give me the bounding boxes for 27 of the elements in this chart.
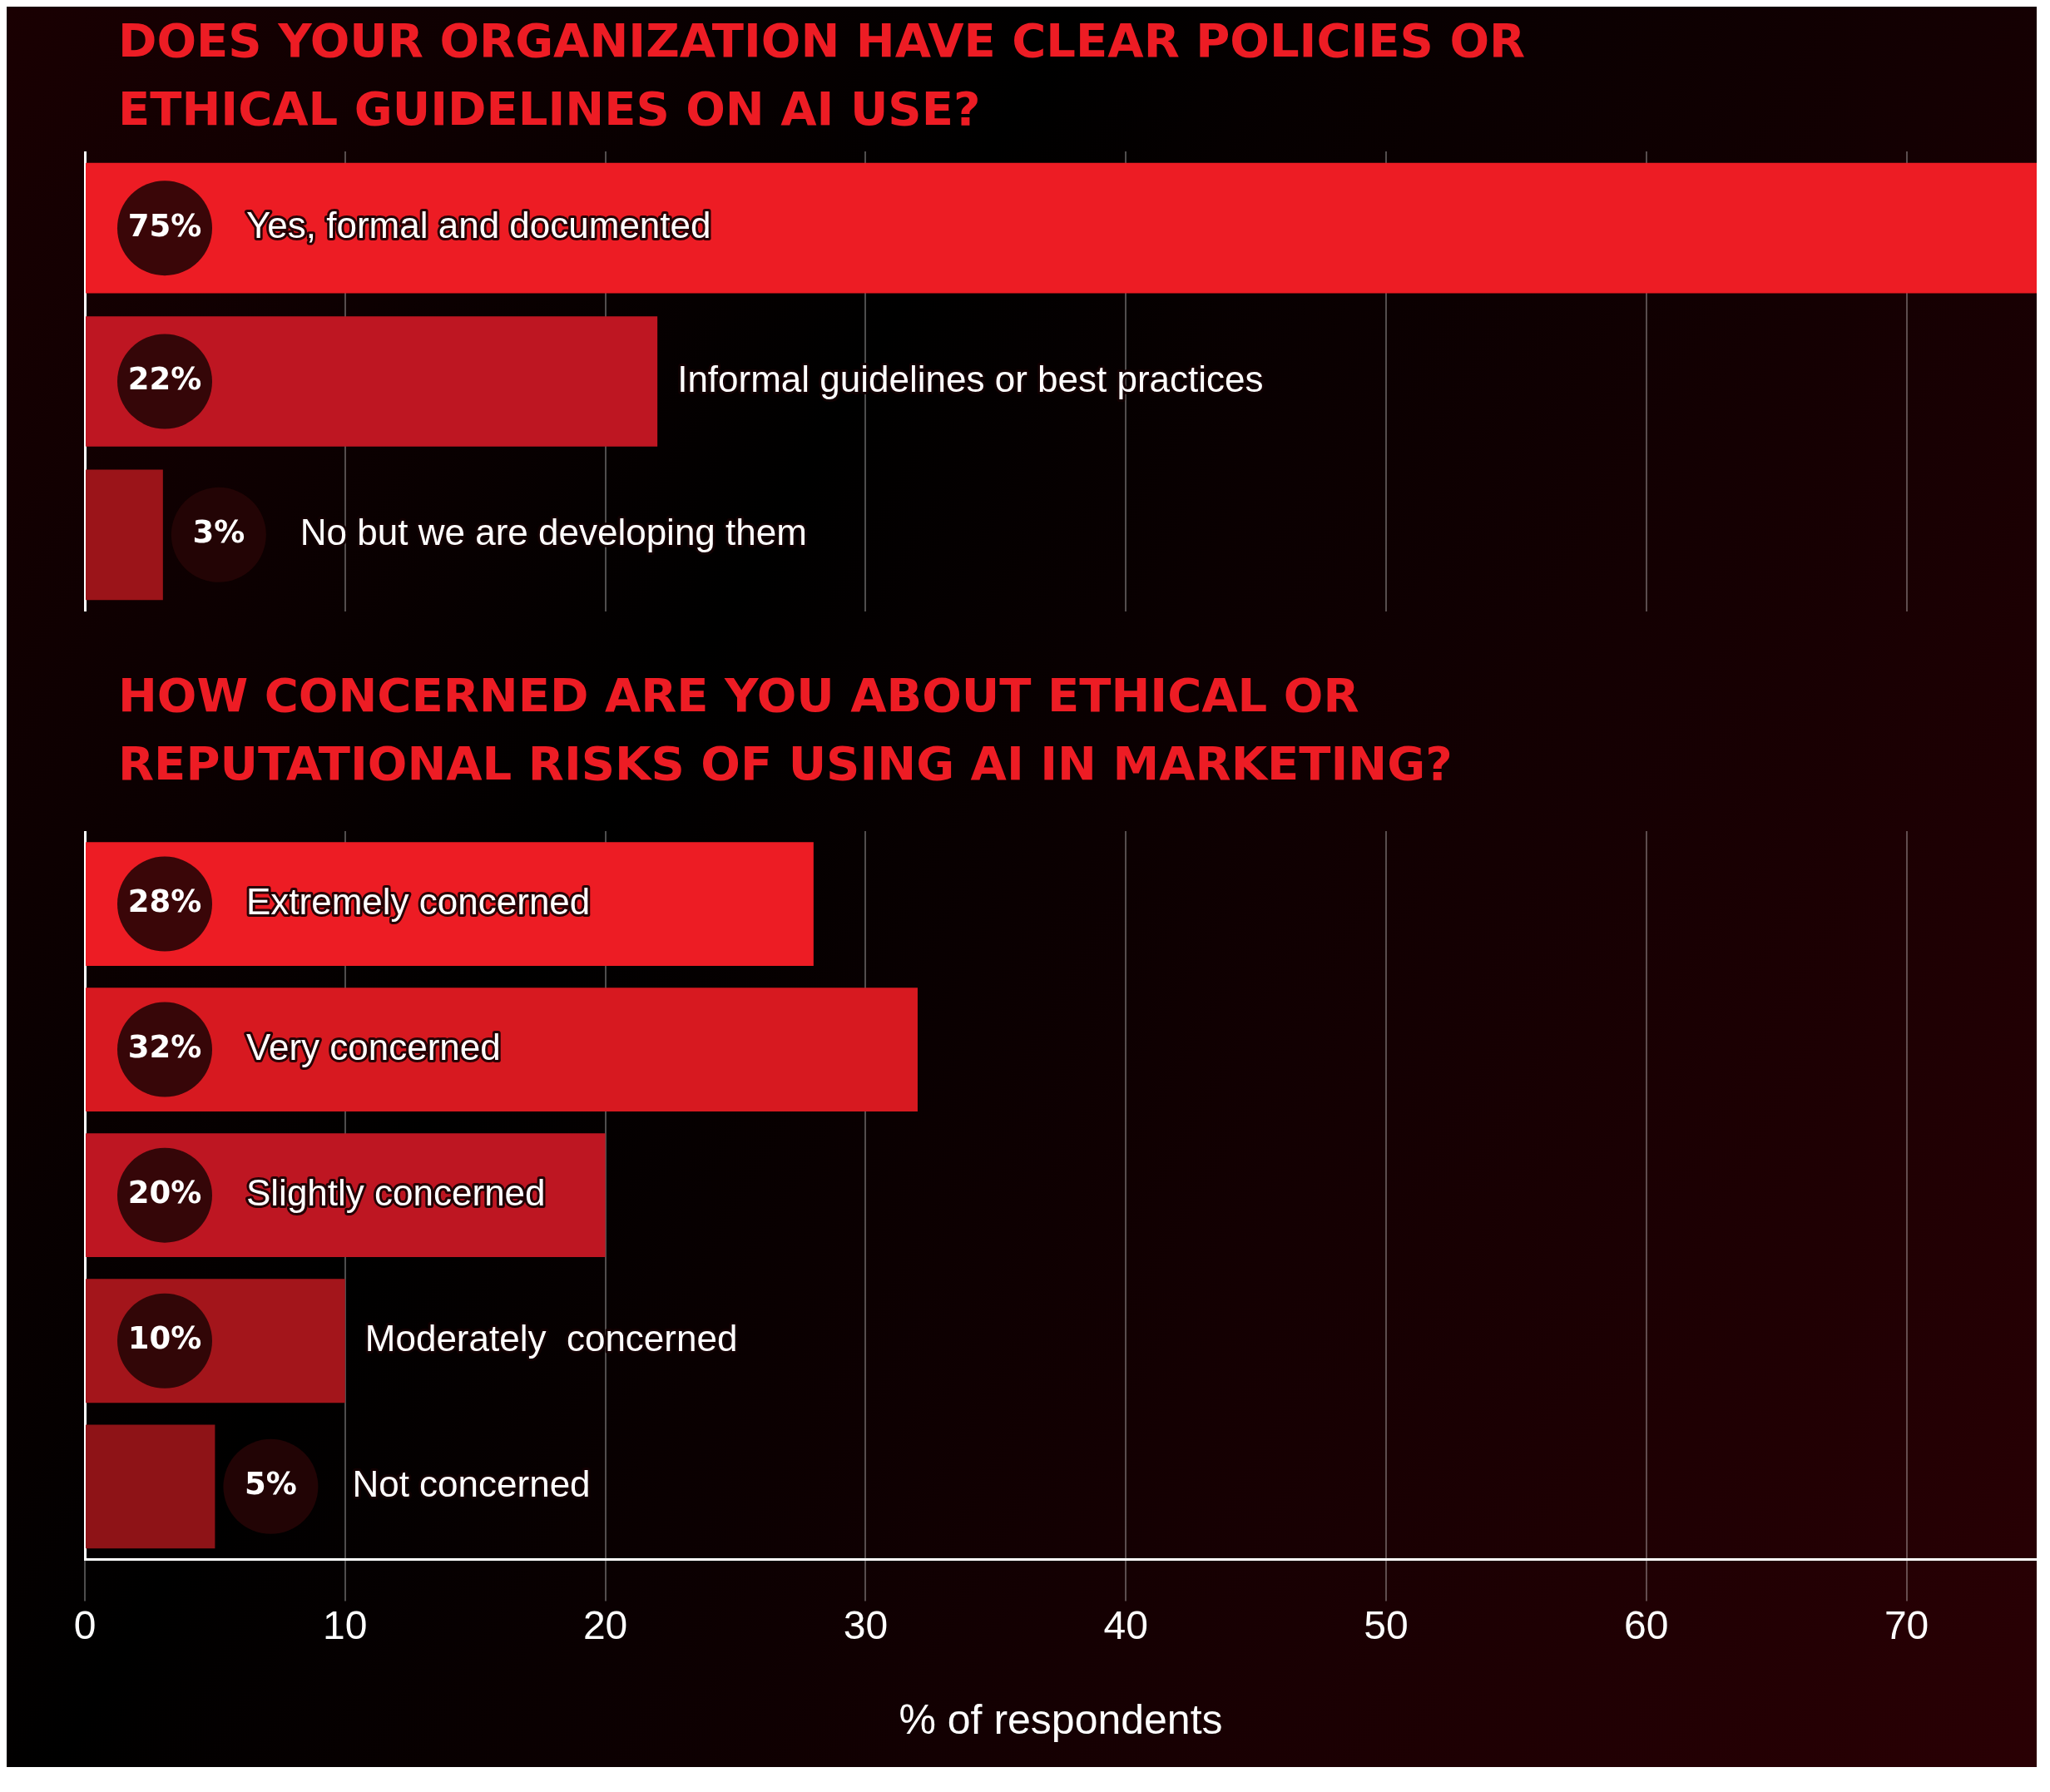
- data-label: 28%: [127, 884, 202, 920]
- y-tick-label: Extremely concerned: [246, 880, 591, 922]
- data-label: 3%: [192, 514, 245, 551]
- x-tick-label: 10: [323, 1603, 368, 1648]
- x-tick-label: 50: [1364, 1603, 1409, 1648]
- chart-title: DOES YOUR ORGANIZATION HAVE CLEAR POLICIES OR ETHICAL GUIDELINES ON AI USE?: [118, 12, 1527, 137]
- y-tick-label: Slightly concerned: [246, 1171, 546, 1213]
- x-axis-title: % of respondents: [899, 1695, 1223, 1743]
- data-label: 5%: [244, 1466, 297, 1502]
- chart-title: HOW CONCERNED ARE YOU ABOUT ETHICAL OR REPUTATIONAL RISKS OF USING AI IN MARKETING?: [118, 667, 1453, 792]
- y-tick-label: Informal guidelines or best practices: [677, 358, 1264, 399]
- y-tick-label: Yes, formal and documented: [246, 205, 711, 246]
- data-label: 10%: [127, 1320, 202, 1357]
- data-label: 20%: [127, 1175, 202, 1211]
- y-tick-label: No but we are developing them: [300, 511, 807, 552]
- x-tick-label: 70: [1884, 1603, 1929, 1648]
- data-label: 32%: [127, 1029, 202, 1066]
- y-tick-label: Very concerned: [246, 1026, 501, 1067]
- y-tick-label: Not concerned: [352, 1463, 591, 1504]
- x-tick-label: 30: [843, 1603, 889, 1648]
- data-label: 22%: [127, 361, 202, 398]
- y-tick-label: Moderately concerned: [364, 1317, 738, 1359]
- x-tick-label: 40: [1103, 1603, 1148, 1648]
- data-label: 75%: [127, 207, 202, 244]
- x-tick-label: 60: [1624, 1603, 1669, 1648]
- x-tick-label: 20: [582, 1603, 628, 1648]
- x-tick-label: 0: [73, 1603, 97, 1648]
